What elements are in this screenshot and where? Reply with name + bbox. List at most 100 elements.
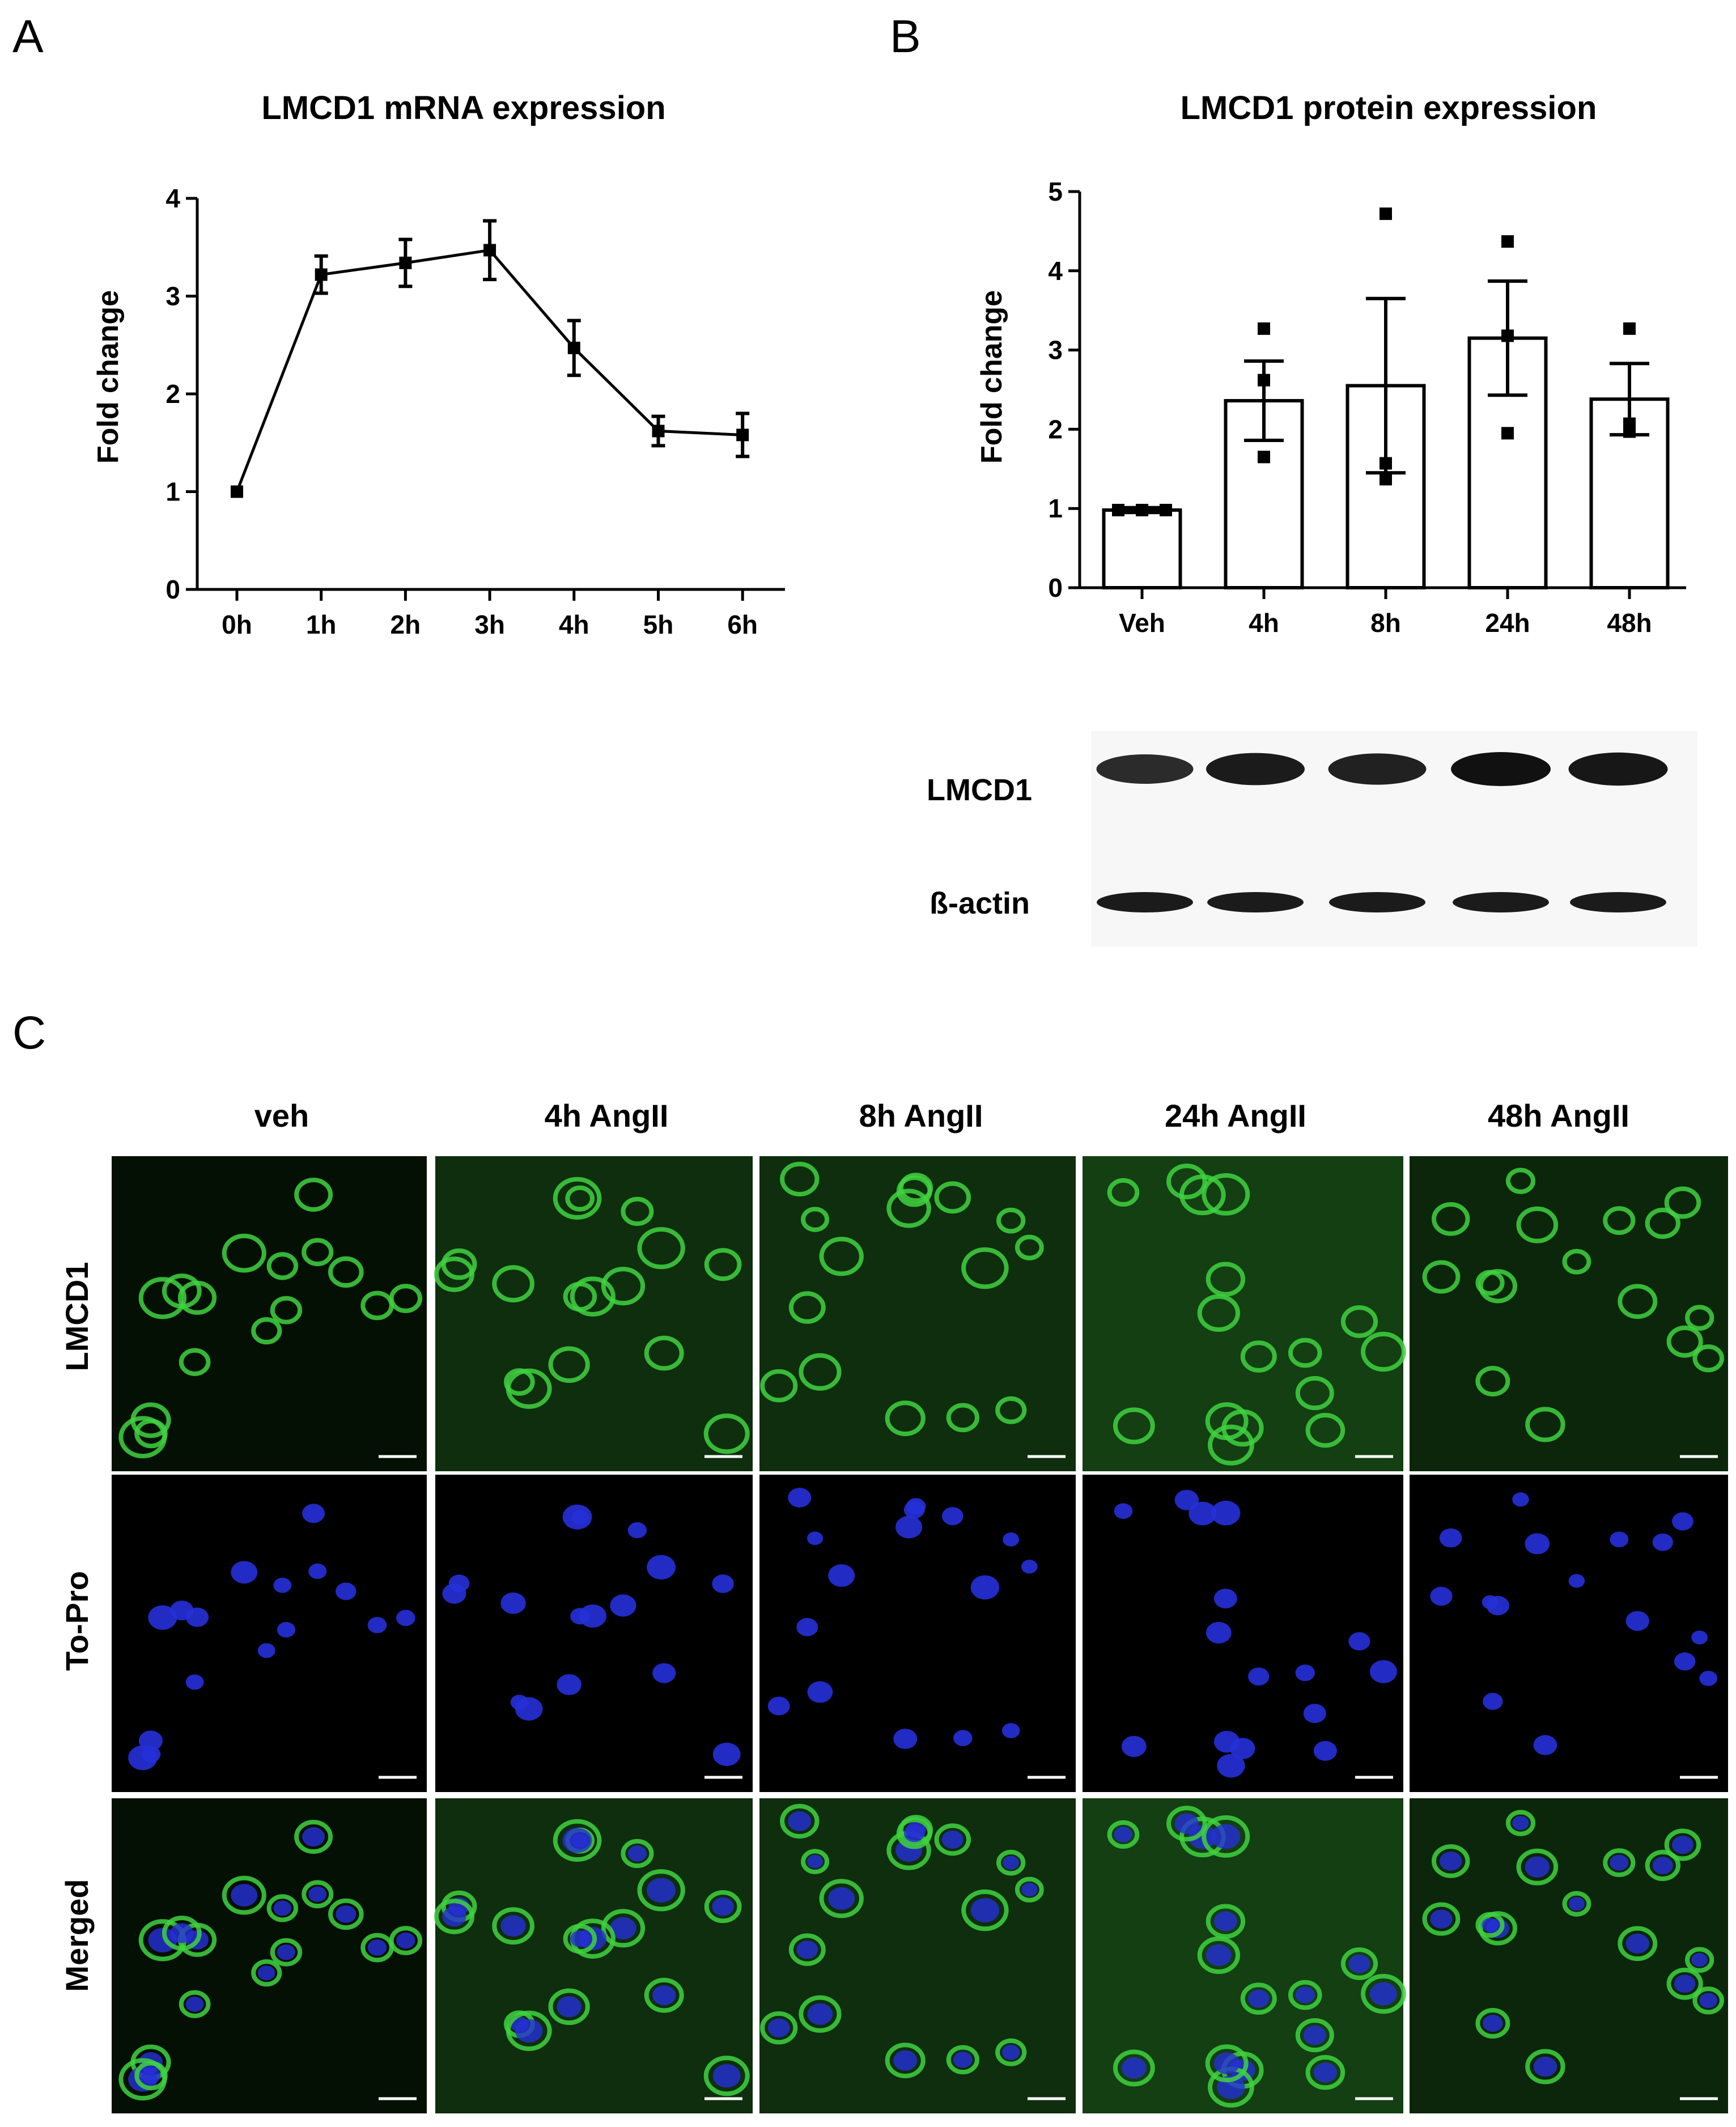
- micro-cell-green: [601, 1909, 646, 1948]
- micro-cell-green: [1340, 1947, 1378, 1980]
- micro-cell-green: [270, 1296, 303, 1324]
- chart-b-y-tick-label: 2: [1048, 414, 1063, 444]
- micro-nucleus: [647, 1555, 676, 1580]
- micro-cell-green: [885, 2043, 926, 2079]
- micro-nucleus: [1672, 1835, 1693, 1854]
- micro-nucleus: [712, 1742, 741, 1767]
- micro-cell-green: [995, 1396, 1027, 1424]
- chart-b-x-tick-label: Veh: [1119, 608, 1165, 638]
- panel-letter-a: A: [12, 11, 44, 62]
- micro-nucleus: [231, 1561, 258, 1584]
- micro-cell-green: [570, 1276, 616, 1317]
- blot-label-actin: ß-actin: [929, 886, 1030, 920]
- micro-nucleus: [1348, 1954, 1370, 1973]
- micro-nucleus: [807, 1531, 824, 1546]
- micro-cell-green: [1166, 1164, 1207, 1200]
- micro-nucleus: [570, 1608, 590, 1625]
- chart-a-point: [315, 268, 328, 281]
- micro-cell-green: [896, 1175, 932, 1207]
- micro-cell-green: [1664, 1828, 1701, 1861]
- chart-b-point: [1258, 322, 1270, 335]
- chart-a-point: [567, 341, 580, 354]
- micro-nucleus: [273, 1577, 292, 1593]
- micro-nucleus: [336, 1582, 356, 1600]
- micro-nucleus: [557, 1674, 582, 1695]
- micro-nucleus: [767, 2018, 790, 2037]
- micro-cell-green: [302, 1238, 334, 1267]
- chart-a-x-tick-label: 1h: [306, 610, 337, 639]
- micro-nucleus: [1001, 2044, 1020, 2060]
- micro-cell-green: [1603, 1848, 1636, 1877]
- micro-cell-green: [644, 1977, 684, 2013]
- micro-nucleus: [570, 1930, 590, 1947]
- micro-nucleus: [1313, 1740, 1337, 1761]
- micro-nucleus: [1525, 1856, 1550, 1878]
- micro-cell-green: [1422, 1902, 1461, 1936]
- micro-nucleus: [652, 1663, 676, 1683]
- micro-cell-green: [1166, 1806, 1207, 1842]
- micro-cell-green: [563, 1281, 597, 1312]
- micro-nucleus: [500, 1915, 526, 1937]
- micro-cell-green: [1685, 1305, 1714, 1331]
- micro-cell-green: [492, 1907, 534, 1945]
- micro-nucleus: [1512, 1492, 1529, 1507]
- micro-cell-green: [819, 1879, 864, 1918]
- micro-nucleus: [1303, 1704, 1326, 1723]
- chart-b-y-tick-label: 5: [1048, 177, 1063, 206]
- micro-nucleus: [807, 2003, 833, 2025]
- blot-band-lmcd1: [1568, 752, 1668, 786]
- micro-nucleus: [1512, 1816, 1529, 1831]
- micro-cell-green: [506, 2010, 552, 2051]
- micro-nucleus: [1211, 1824, 1241, 1849]
- chart-mrna-expression: LMCD1 mRNA expression Fold change 0 1 2 3 4 0…: [92, 90, 785, 639]
- chart-b-point: [1258, 451, 1270, 464]
- micro-nucleus: [647, 1878, 676, 1903]
- micro-cell-green: [1618, 1284, 1658, 1319]
- chart-a-x-tick-label: 6h: [727, 610, 758, 639]
- micro-nucleus: [1211, 1500, 1241, 1526]
- micro-cell-green: [1516, 1206, 1559, 1243]
- micro-nucleus: [941, 1507, 963, 1526]
- blot-label-lmcd1: LMCD1: [927, 773, 1032, 807]
- micro-nucleus: [367, 1939, 387, 1956]
- micro-cell-green: [1360, 1331, 1406, 1372]
- chart-b-point: [1501, 235, 1514, 248]
- micro-nucleus: [1121, 1735, 1147, 1757]
- micro-cell-green: [1197, 1294, 1240, 1332]
- micro-cell-green: [251, 1317, 282, 1345]
- blot-band-lmcd1: [1328, 753, 1427, 785]
- micro-cell-green: [1202, 1815, 1250, 1858]
- micro-cell-green: [179, 1348, 211, 1376]
- chart-b-x-tick-label: 8h: [1370, 608, 1401, 638]
- micro-cell-green: [886, 1188, 931, 1228]
- micro-nucleus: [893, 1729, 918, 1750]
- micro-nucleus: [1174, 1489, 1199, 1510]
- micro-nucleus: [1625, 1933, 1649, 1954]
- micro-cell-green: [548, 1988, 590, 2026]
- micro-cell-green: [302, 1880, 334, 1909]
- micro-cell-green: [760, 2011, 798, 2045]
- micro-cell-green: [996, 1849, 1026, 1876]
- micro-nucleus: [1439, 1852, 1462, 1871]
- micro-nucleus: [1189, 1501, 1217, 1526]
- micro-cell-green: [946, 1403, 979, 1433]
- micro-nucleus: [1691, 1630, 1708, 1645]
- micro-cell-green: [1562, 1249, 1591, 1275]
- micro-cell-green: [1015, 1234, 1044, 1260]
- micro-nucleus: [970, 1575, 1000, 1600]
- micro-nucleus: [1206, 1944, 1232, 1966]
- micro-cell-green: [222, 1875, 266, 1915]
- micro-cell-green: [1113, 1407, 1155, 1445]
- micro-cell-green: [946, 2045, 979, 2075]
- micro-nucleus: [1213, 1589, 1237, 1609]
- micro-nucleus: [652, 1985, 676, 2006]
- chart-a-x-tick-label: 4h: [559, 610, 589, 639]
- micro-nucleus: [1525, 1533, 1550, 1555]
- micro-nucleus: [712, 1897, 734, 1916]
- micro-nucleus: [953, 2052, 973, 2068]
- micro-nucleus: [302, 1504, 325, 1523]
- micro-row-merged: Merged: [59, 1879, 95, 1992]
- micro-nucleus: [170, 1600, 194, 1621]
- micro-nucleus: [1568, 1897, 1585, 1911]
